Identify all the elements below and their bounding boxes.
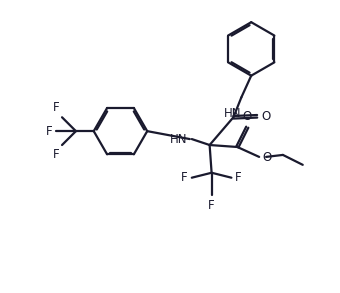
Text: F: F (52, 148, 59, 161)
Text: O: O (261, 110, 270, 123)
Text: O: O (262, 151, 271, 164)
Text: HN: HN (170, 132, 188, 146)
Text: F: F (181, 171, 188, 184)
Text: F: F (46, 125, 52, 138)
Text: O: O (243, 110, 252, 123)
Text: F: F (235, 171, 242, 184)
Text: F: F (208, 198, 215, 212)
Text: HN: HN (223, 107, 241, 120)
Text: F: F (52, 101, 59, 114)
